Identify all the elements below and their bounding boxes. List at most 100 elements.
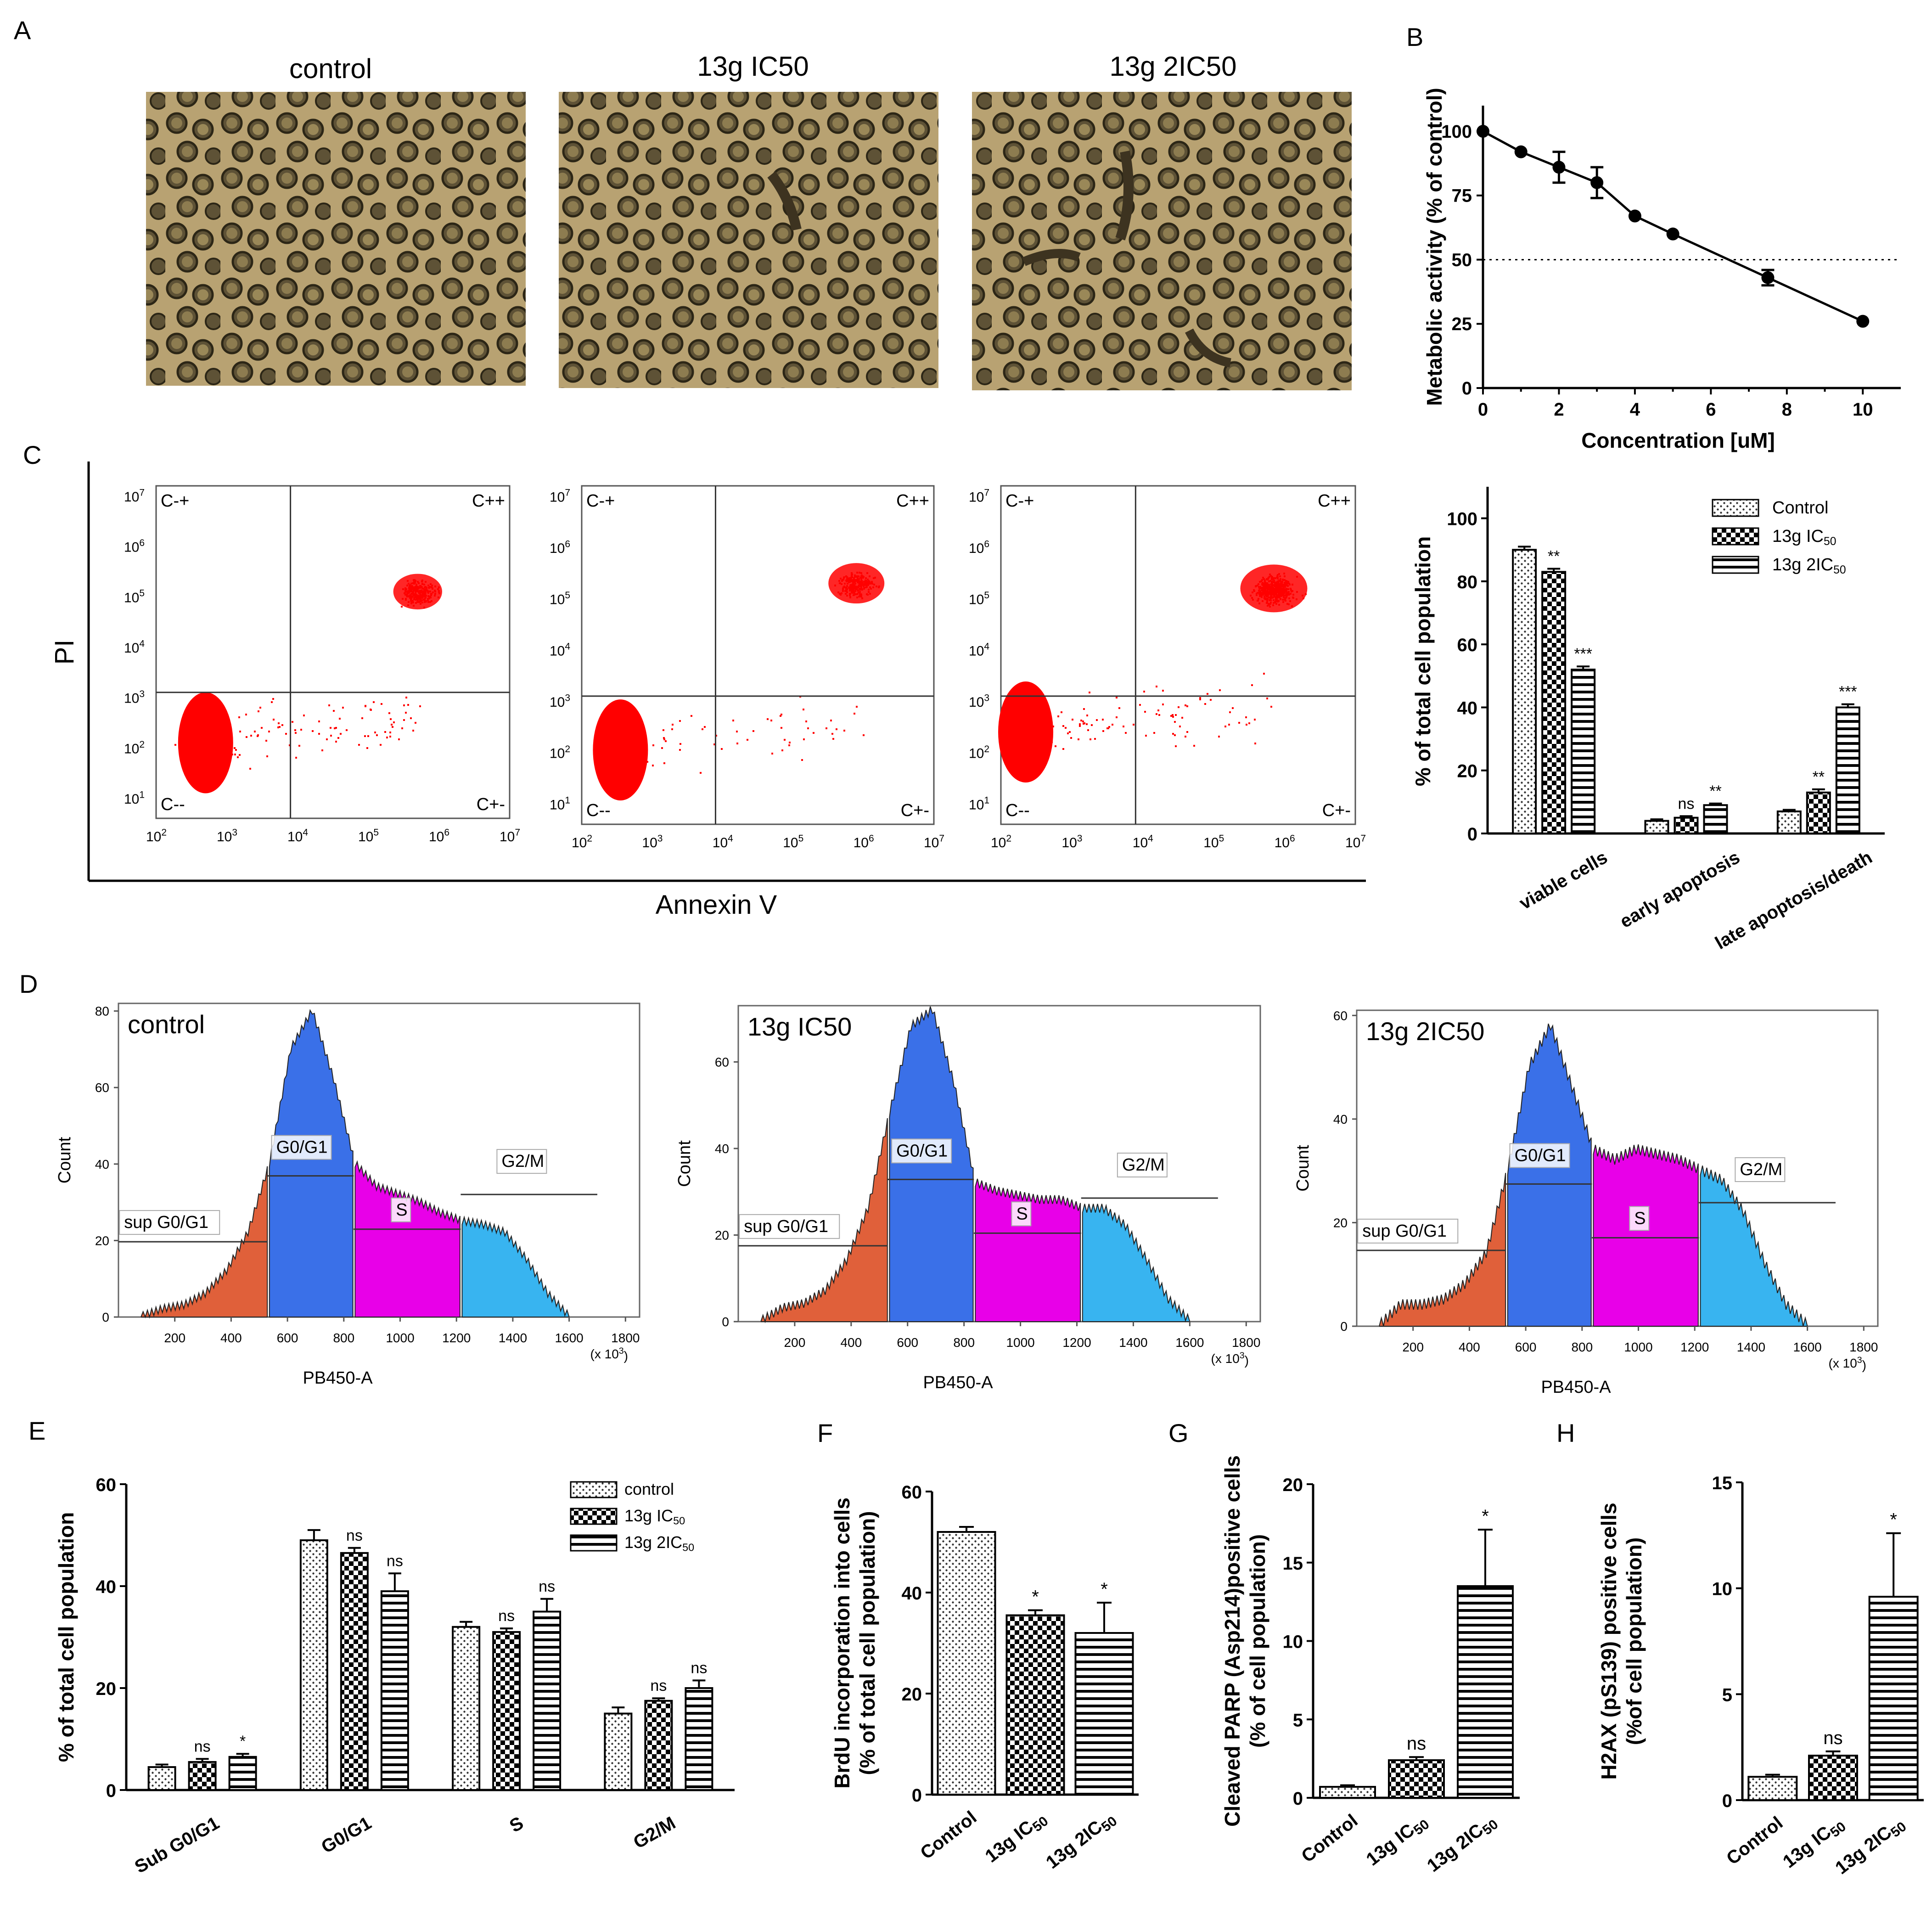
- y-tick-label: 40: [715, 1142, 729, 1156]
- x-tick-label: 104: [1133, 833, 1153, 850]
- y-tick-label: 20: [715, 1228, 729, 1243]
- dense-cluster: [1240, 564, 1308, 613]
- y-tick-label: 104: [124, 638, 145, 656]
- y-tick-label: 0: [1293, 1789, 1303, 1809]
- histogram-region: [760, 1118, 888, 1323]
- gate-label-box: [1735, 1157, 1786, 1182]
- y-tick-label: 107: [124, 487, 145, 505]
- histogram: 200 400 600 800 1000 1200 1400 1600 1800 0 20 40 60 (…: [675, 1005, 1261, 1392]
- bar: [1541, 571, 1567, 835]
- x-tick-label: 600: [277, 1331, 298, 1345]
- panel-f-bar-chart: 0 20 40 60 Control * 13g IC50 * 13g 2IC50 BrdU in…: [830, 1482, 1139, 1873]
- elongated-cell: [767, 171, 802, 231]
- legend-label: control: [624, 1480, 674, 1498]
- y-tick-label: 60: [95, 1081, 109, 1095]
- x-tick-label: 1000: [386, 1331, 414, 1345]
- micrograph-2ic50: [972, 92, 1352, 390]
- bar: [1571, 669, 1596, 835]
- panel-c-xlabel: Annexin V: [656, 890, 777, 920]
- legend-swatch: [1712, 499, 1759, 517]
- y-axis-label: H2AX (pS139) positive cells: [1597, 1503, 1621, 1779]
- x-tick-label: 104: [713, 833, 733, 850]
- x-tick-label: 10: [1853, 400, 1873, 420]
- panel-label-d: D: [19, 969, 38, 998]
- x-tick-label: 0: [1478, 400, 1488, 420]
- histogram: 200 400 600 800 1000 1200 1400 1600 1800 0 20 40 60 (…: [1293, 1008, 1879, 1397]
- y-tick-label: 80: [1457, 572, 1478, 592]
- y-tick-label: 60: [902, 1482, 922, 1503]
- histogram-title: 13g IC50: [747, 1012, 852, 1041]
- y-tick-label: 106: [124, 538, 145, 555]
- x-axis-label: PB450-A: [923, 1373, 993, 1392]
- significance-label: **: [1709, 782, 1721, 800]
- panel-a: control 13g IC50 13g 2IC50: [146, 51, 1352, 390]
- bar: [1644, 820, 1669, 834]
- y-tick-label: 102: [969, 744, 989, 761]
- x-tick-label: 800: [333, 1331, 354, 1345]
- y-axis-label: Count: [55, 1137, 74, 1183]
- dense-cluster: [998, 681, 1054, 782]
- significance-label: ns: [691, 1659, 707, 1677]
- x-tick-label: 103: [217, 827, 237, 844]
- panel-label-h: H: [1556, 1419, 1575, 1447]
- quadrant-label: C+-: [901, 801, 929, 820]
- x-axis-label: PB450-A: [1541, 1378, 1611, 1397]
- x-tick-label: 600: [897, 1335, 918, 1350]
- quadrant-label: C+-: [1322, 801, 1351, 820]
- significance-label: **: [1813, 768, 1825, 786]
- micrograph-title: 13g IC50: [697, 51, 809, 82]
- category-label: 13g 2IC50: [1831, 1813, 1909, 1880]
- y-axis-label: % of total cell population: [54, 1512, 78, 1762]
- panel-label-b: B: [1406, 23, 1423, 51]
- y-axis-label: Count: [1293, 1145, 1313, 1192]
- data-point: [1761, 271, 1775, 284]
- quadrant-label: C--: [1005, 801, 1030, 820]
- y-tick-label: 40: [1457, 698, 1478, 718]
- category-label: G2/M: [630, 1813, 679, 1853]
- y-axis-label: BrdU incorporation into cells: [830, 1497, 854, 1789]
- x-unit-label: (x 103): [1211, 1351, 1249, 1368]
- category-label: 13g 2IC50: [1423, 1810, 1501, 1878]
- category-label: Control: [1723, 1813, 1786, 1869]
- significance-label: ns: [1823, 1728, 1842, 1748]
- y-tick-label: 25: [1452, 314, 1472, 334]
- x-tick-label: 200: [784, 1335, 806, 1350]
- category-label: Control: [916, 1807, 980, 1863]
- significance-label: ***: [1839, 683, 1857, 701]
- quadrant-label: C-+: [586, 491, 615, 511]
- histogram-region: [354, 1160, 461, 1317]
- category-label: 13g IC50: [982, 1807, 1051, 1869]
- y-tick-label: 103: [969, 692, 989, 710]
- significance-label: ns: [539, 1578, 555, 1595]
- bar: [340, 1552, 369, 1791]
- x-tick-label: 1600: [1175, 1335, 1204, 1350]
- bar: [188, 1761, 217, 1791]
- panel-b-line-chart: 0 25 50 75 100 0 2 4 6 8 10 Concentration [uM] Metab…: [1422, 88, 1901, 452]
- bar: [1835, 706, 1860, 835]
- category-label: early apoptosis: [1617, 847, 1743, 932]
- bar: [533, 1610, 562, 1791]
- legend-swatch: [570, 1534, 618, 1552]
- y-tick-label: 5: [1722, 1685, 1732, 1705]
- micrograph-title: 13g 2IC50: [1110, 51, 1237, 82]
- gate-label: G2/M: [501, 1152, 544, 1171]
- panel-d-histograms: 200 400 600 800 1000 1200 1400 1600 180002040608…: [55, 1002, 1879, 1397]
- bar: [1674, 816, 1699, 834]
- scatter-plot: C-+ C++ C-- C+- 102 103 104 105 106 107 101 102 103 1…: [124, 485, 520, 844]
- quadrant-label: C++: [1318, 491, 1351, 511]
- micrograph-title: control: [289, 53, 372, 84]
- y-tick-label: 10: [1283, 1632, 1303, 1652]
- bar: [452, 1626, 481, 1791]
- histogram: 200 400 600 800 1000 1200 1400 1600 1800 0 20 40 60 8…: [55, 1002, 640, 1388]
- data-point: [1628, 209, 1641, 223]
- gate-label: S: [396, 1200, 407, 1220]
- legend-label: 13g IC50: [1772, 527, 1836, 548]
- elongated-cell: [1185, 328, 1231, 367]
- y-tick-label: 20: [1333, 1216, 1348, 1230]
- y-tick-label: 104: [969, 642, 989, 659]
- gate-label: G2/M: [1740, 1160, 1782, 1179]
- bar: [228, 1756, 257, 1791]
- x-tick-label: 105: [358, 827, 379, 844]
- y-tick-label: 0: [722, 1315, 729, 1329]
